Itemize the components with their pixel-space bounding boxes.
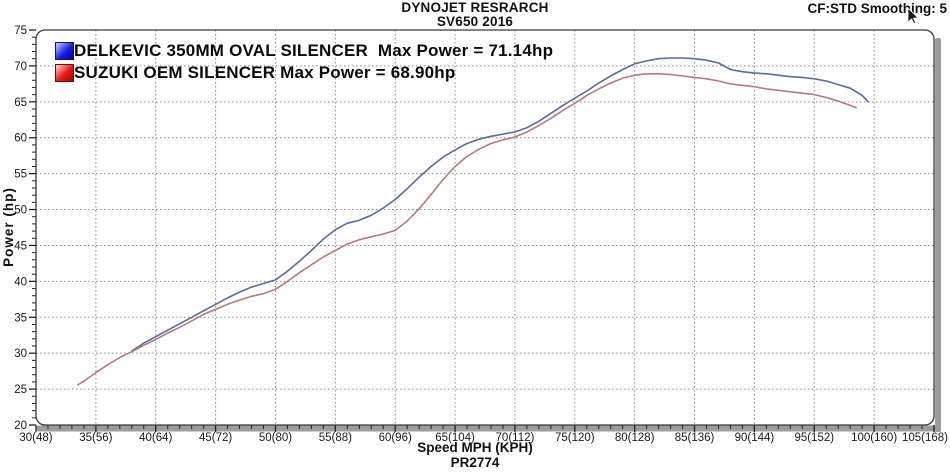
legend-row-suzuki: SUZUKI OEM SILENCER Max Power = 68.90hp (55, 62, 553, 84)
legend-label-suzuki: SUZUKI OEM SILENCER Max Power = 68.90hp (74, 63, 456, 82)
y-tick-label: 45 (14, 240, 27, 252)
x-tick-label: 65(104) (435, 432, 475, 444)
y-tick-label: 50 (14, 205, 27, 217)
x-tick-label: 80(128) (615, 432, 655, 444)
x-tick-label: 100(160) (851, 432, 897, 444)
legend-swatch-blue-icon (55, 42, 74, 60)
chart-title: DYNOJET RESRARCH (401, 0, 549, 15)
x-tick-label: 90(144) (735, 432, 775, 444)
x-tick-label: 60(96) (379, 432, 412, 444)
x-tick-label: 85(136) (675, 432, 715, 444)
legend: DELKEVIC 350MM OVAL SILENCER Max Power =… (55, 40, 553, 84)
run-id: PR2774 (450, 455, 500, 470)
x-tick-label: 50(80) (259, 432, 292, 444)
x-tick-label: 70(112) (496, 432, 535, 444)
y-tick-label: 20 (14, 420, 27, 432)
x-tick-label: 75(120) (555, 432, 595, 444)
plot-frame (35, 29, 935, 426)
y-tick-label: 70 (14, 61, 27, 73)
plot-shadow-bottom (36, 425, 941, 432)
legend-swatch-red-icon (55, 64, 74, 82)
power-curve-suzuki-oem (77, 73, 858, 386)
y-tick-label: 35 (14, 312, 27, 324)
plot-background (36, 30, 934, 425)
x-tick-label: 55(88) (319, 432, 352, 444)
y-tick-label: 40 (14, 276, 27, 288)
legend-row-delkevic: DELKEVIC 350MM OVAL SILENCER Max Power =… (55, 40, 553, 62)
y-tick-label: 30 (14, 348, 27, 360)
plot-shadow-right (935, 38, 941, 432)
y-tick-label: 55 (14, 169, 27, 181)
y-tick-label: 75 (14, 25, 27, 37)
x-tick-label: 30(48) (19, 432, 52, 444)
y-tick-label: 65 (14, 97, 27, 109)
y-axis-title: Power (hp) (1, 187, 16, 267)
x-tick-label: 95(152) (794, 432, 834, 444)
x-tick-label: 35(56) (79, 432, 112, 444)
y-tick-label: 60 (14, 133, 27, 145)
chart-subtitle: SV650 2016 (436, 14, 514, 29)
cursor-icon (907, 7, 919, 25)
power-curve-delkevic (131, 57, 869, 352)
x-tick-label: 40(64) (139, 432, 172, 444)
x-tick-label: 45(72) (199, 432, 232, 444)
x-axis-title: Speed MPH (KPH) (417, 440, 533, 455)
legend-label-delkevic: DELKEVIC 350MM OVAL SILENCER Max Power =… (74, 41, 554, 60)
y-tick-label: 25 (14, 384, 27, 396)
x-tick-label: 105(168) (902, 432, 948, 444)
